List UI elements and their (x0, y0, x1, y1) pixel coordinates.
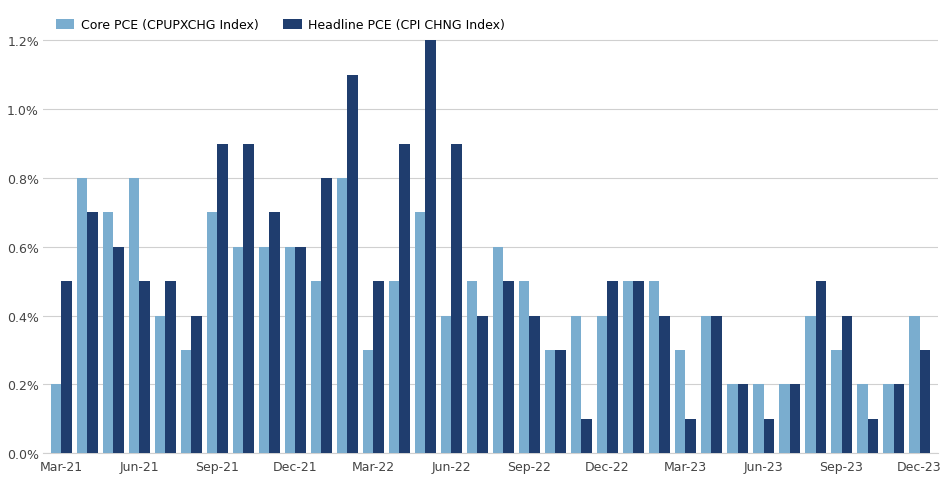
Bar (103, 213, 113, 453)
Bar (259, 247, 269, 453)
Bar (649, 282, 660, 453)
Bar (831, 350, 842, 453)
Bar (269, 213, 280, 453)
Bar (753, 384, 764, 453)
Bar (519, 282, 529, 453)
Bar (842, 316, 852, 453)
Bar (909, 316, 920, 453)
Bar (711, 316, 722, 453)
Bar (451, 144, 462, 453)
Bar (779, 384, 789, 453)
Bar (504, 282, 514, 453)
Bar (685, 419, 696, 453)
Bar (191, 316, 202, 453)
Bar (816, 282, 826, 453)
Bar (675, 350, 685, 453)
Bar (727, 384, 738, 453)
Bar (363, 350, 373, 453)
Bar (597, 316, 607, 453)
Bar (285, 247, 295, 453)
Bar (295, 247, 306, 453)
Bar (129, 179, 139, 453)
Bar (867, 419, 878, 453)
Bar (181, 350, 191, 453)
Bar (441, 316, 451, 453)
Bar (633, 282, 644, 453)
Bar (88, 213, 98, 453)
Bar (389, 282, 400, 453)
Bar (857, 384, 867, 453)
Bar (244, 144, 254, 453)
Bar (311, 282, 322, 453)
Bar (217, 144, 228, 453)
Bar (207, 213, 217, 453)
Bar (883, 384, 894, 453)
Bar (61, 282, 71, 453)
Bar (582, 419, 592, 453)
Bar (529, 316, 540, 453)
Bar (478, 316, 487, 453)
Bar (545, 350, 555, 453)
Bar (789, 384, 800, 453)
Bar (373, 282, 384, 453)
Bar (738, 384, 748, 453)
Bar (77, 179, 88, 453)
Bar (660, 316, 670, 453)
Bar (347, 75, 358, 453)
Bar (894, 384, 904, 453)
Bar (155, 316, 166, 453)
Bar (113, 247, 124, 453)
Bar (322, 179, 332, 453)
Bar (415, 213, 426, 453)
Bar (493, 247, 504, 453)
Bar (139, 282, 149, 453)
Bar (805, 316, 816, 453)
Bar (571, 316, 582, 453)
Bar (555, 350, 565, 453)
Bar (764, 419, 774, 453)
Bar (607, 282, 618, 453)
Bar (166, 282, 176, 453)
Bar (701, 316, 711, 453)
Bar (426, 41, 436, 453)
Bar (337, 179, 347, 453)
Bar (467, 282, 478, 453)
Bar (920, 350, 930, 453)
Bar (50, 384, 61, 453)
Bar (623, 282, 633, 453)
Bar (400, 144, 409, 453)
Legend: Core PCE (CPUPXCHG Index), Headline PCE (CPI CHNG Index): Core PCE (CPUPXCHG Index), Headline PCE … (50, 13, 511, 38)
Bar (233, 247, 244, 453)
